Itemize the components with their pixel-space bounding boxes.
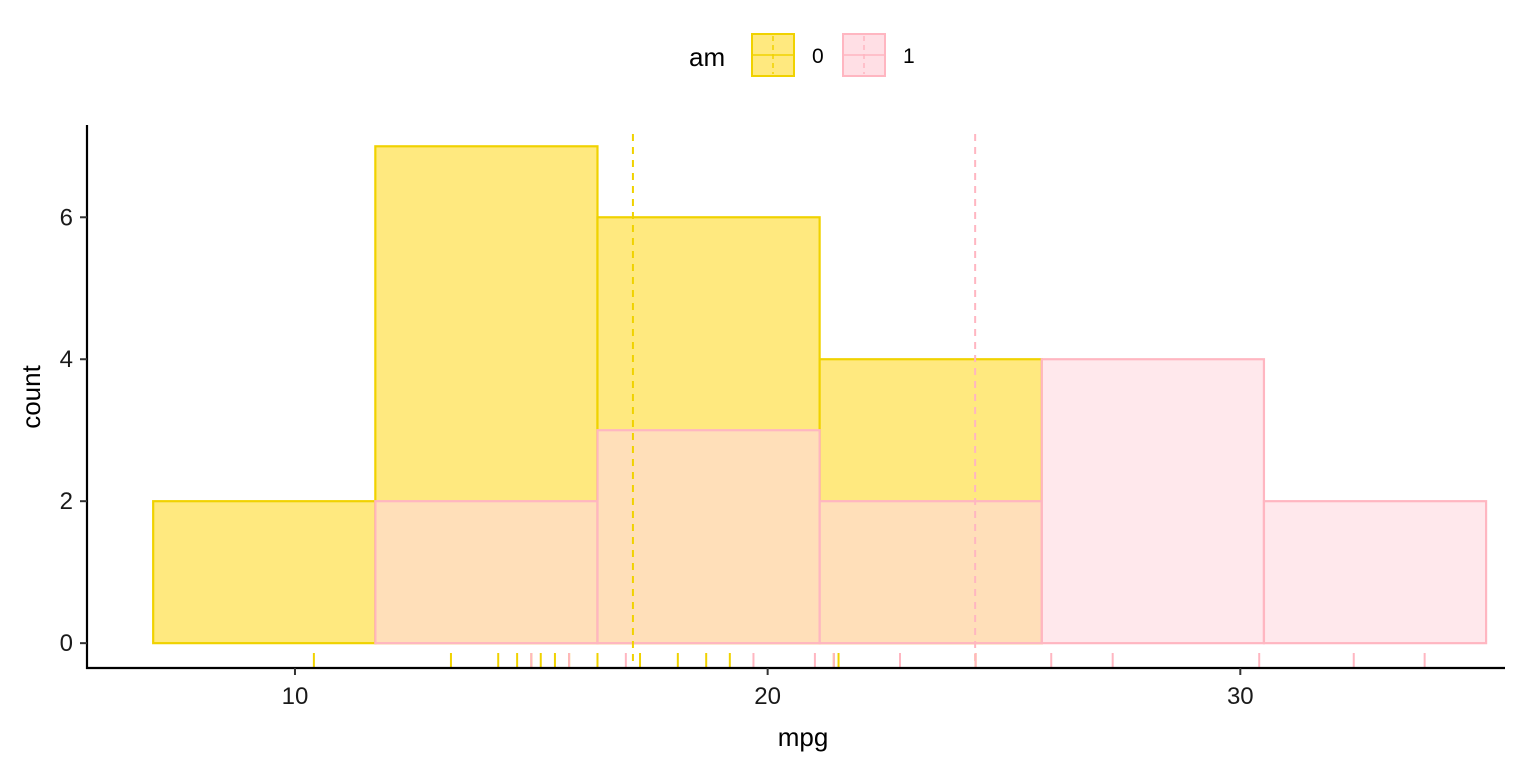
- bar-am-1-bin-1: [374, 500, 599, 645]
- legend-label-1: 1: [903, 45, 915, 68]
- y-axis-title: count: [16, 364, 46, 428]
- y-tick-label-4: 4: [60, 346, 73, 373]
- mean-lines-layer: [631, 134, 977, 668]
- legend-label-0: 0: [812, 45, 824, 68]
- bars-layer: [152, 145, 1488, 645]
- x-tick-label-10: 10: [282, 683, 309, 710]
- y-tick-label-0: 0: [60, 630, 73, 657]
- bar-am-1-bin-5: [1262, 500, 1488, 645]
- bar-am-1-bin-4: [1040, 358, 1266, 645]
- rug-layer: [312, 653, 1426, 668]
- x-tick-label-30: 30: [1227, 683, 1254, 710]
- y-tick-label-2: 2: [60, 488, 73, 515]
- bar-am-1-bin-3: [818, 500, 1043, 645]
- axes-layer: 0 2 4 6 10 20 30: [60, 125, 1505, 710]
- x-axis-title: mpg: [778, 722, 829, 752]
- legend-item-1: 1: [842, 33, 915, 77]
- legend-title: am: [689, 42, 725, 72]
- legend-item-0: 0: [751, 33, 824, 77]
- x-tick-label-20: 20: [754, 683, 781, 710]
- bar-am-1-bin-2: [596, 429, 821, 645]
- y-tick-label-6: 6: [60, 204, 73, 231]
- bar-am-0-bin-0: [152, 500, 377, 645]
